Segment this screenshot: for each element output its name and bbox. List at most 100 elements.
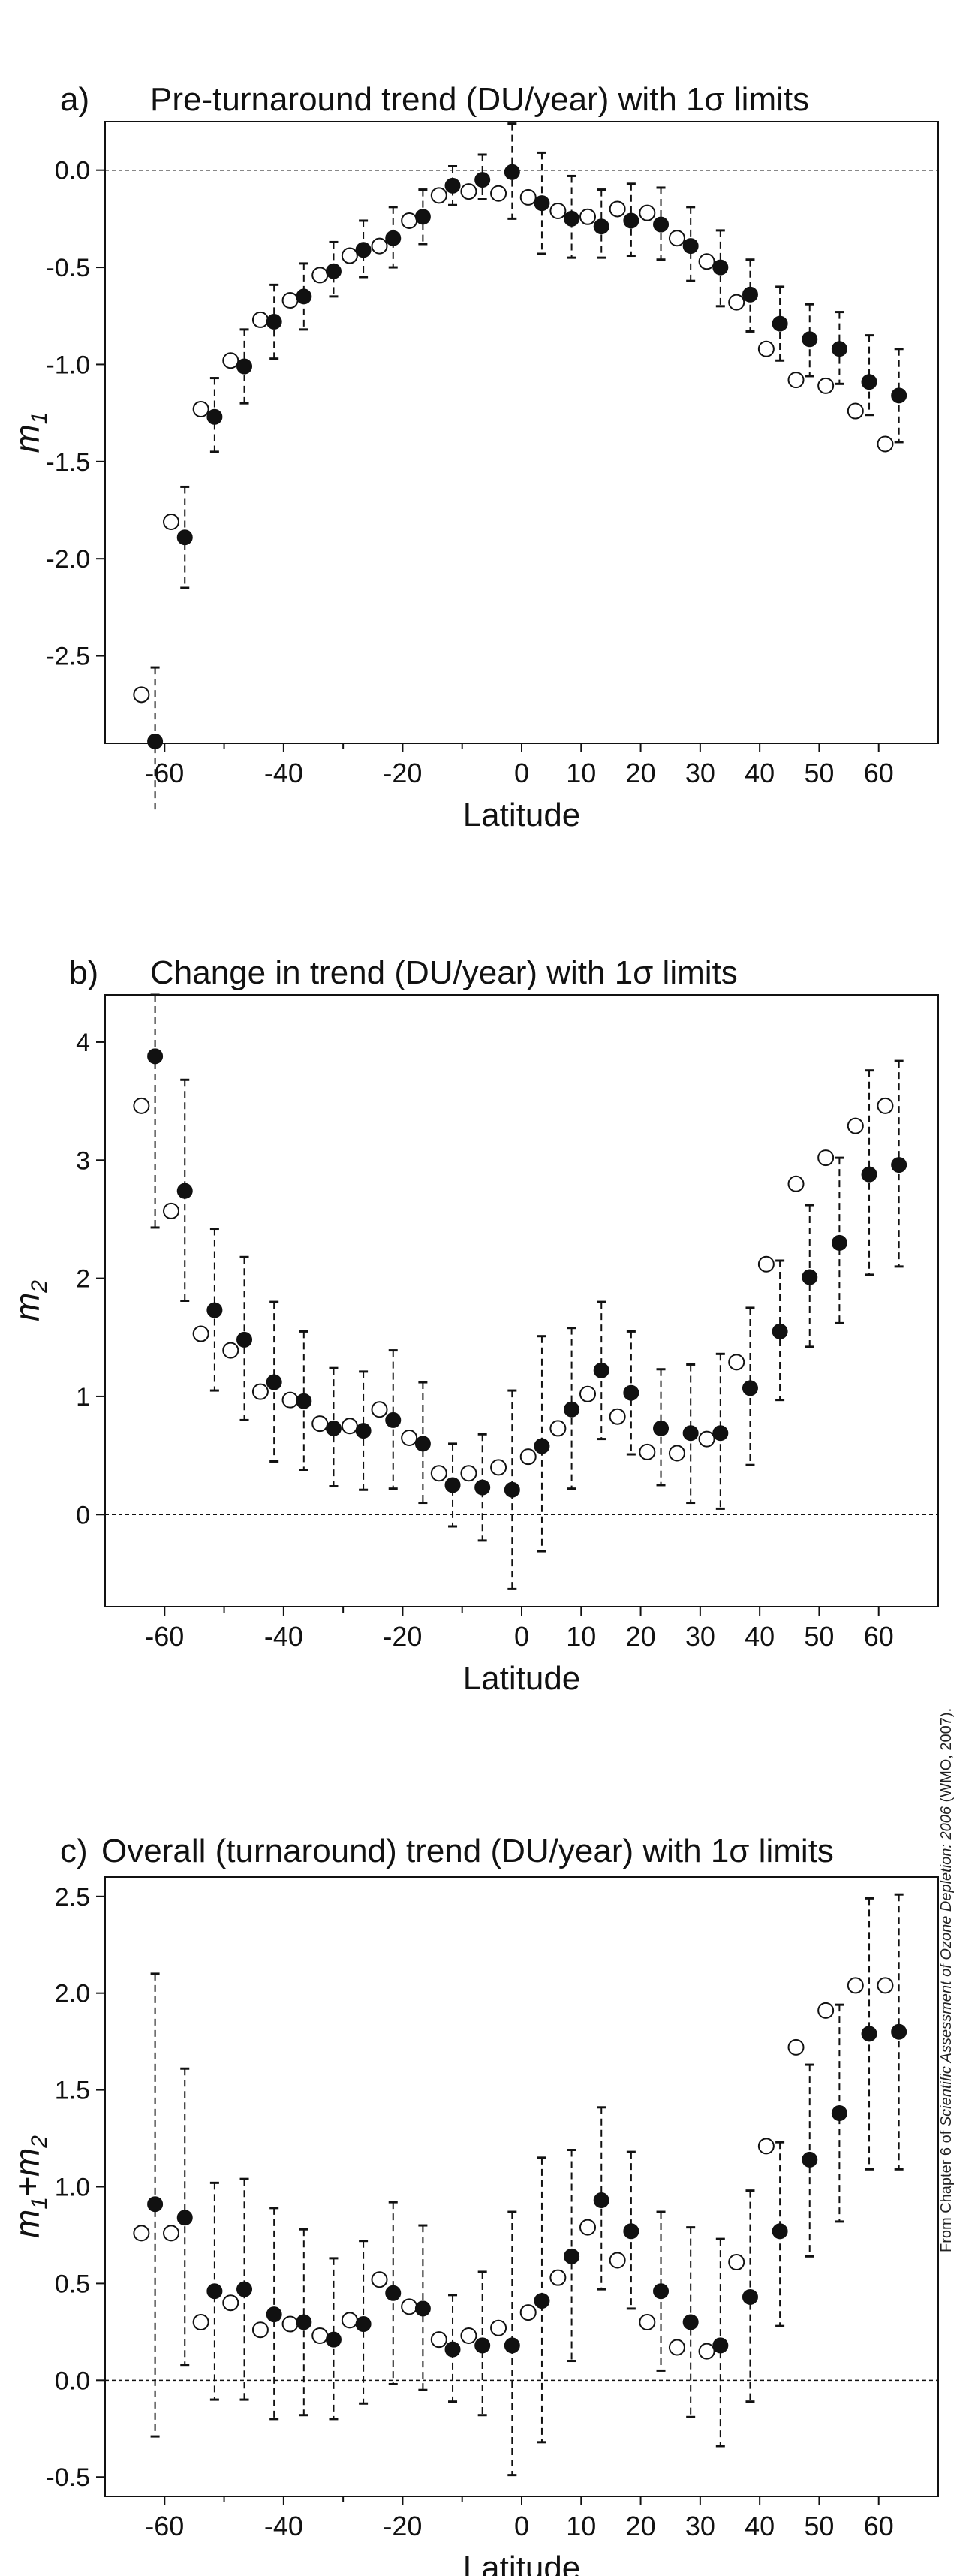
open-marker <box>222 1342 239 1359</box>
filled-marker <box>385 2285 402 2301</box>
open-marker <box>549 2269 567 2286</box>
open-marker <box>668 1445 685 1462</box>
filled-marker <box>444 2341 461 2358</box>
y-tick-label: -2.5 <box>46 643 90 671</box>
open-marker <box>281 2315 299 2333</box>
open-marker <box>133 686 150 704</box>
x-tick-label: -60 <box>145 1621 184 1652</box>
open-marker <box>757 2138 775 2155</box>
y-axis-label: m1 <box>8 411 52 453</box>
filled-marker <box>414 209 431 225</box>
filled-marker <box>772 1323 788 1339</box>
filled-marker <box>414 1436 431 1452</box>
open-marker <box>609 2252 626 2269</box>
open-marker <box>222 352 239 369</box>
y-tick-label: -0.5 <box>46 254 90 282</box>
open-marker <box>341 1418 358 1435</box>
filled-marker <box>147 2196 164 2213</box>
filled-marker <box>742 2288 758 2305</box>
open-marker <box>817 377 835 394</box>
y-tick-label: 2.0 <box>55 1980 90 2008</box>
filled-marker <box>802 1269 818 1285</box>
filled-marker <box>296 2314 312 2330</box>
filled-marker <box>236 1331 253 1348</box>
open-marker <box>698 1430 715 1448</box>
x-tick-label: 0 <box>514 758 529 788</box>
x-tick-label: 20 <box>626 2511 656 2541</box>
y-tick-label: -1.0 <box>46 351 90 379</box>
y-tick-label: 1 <box>76 1383 90 1412</box>
x-tick-label: 30 <box>685 2511 715 2541</box>
y-tick-label: 0.0 <box>55 2367 90 2395</box>
open-marker <box>698 253 715 270</box>
x-axis-label: Latitude <box>463 797 581 833</box>
open-marker <box>579 208 597 225</box>
open-marker <box>757 1255 775 1273</box>
x-axis-label: Latitude <box>463 2550 581 2576</box>
x-tick-label: 60 <box>864 1621 894 1652</box>
y-tick-label: 1.0 <box>55 2174 90 2202</box>
open-marker <box>341 247 358 264</box>
open-marker <box>371 237 388 255</box>
x-tick-label: 40 <box>745 2511 775 2541</box>
open-marker <box>430 1465 447 1482</box>
open-marker <box>579 2219 597 2236</box>
y-tick-label: 0.5 <box>55 2270 90 2298</box>
filled-marker <box>653 216 670 233</box>
open-marker <box>817 2002 835 2019</box>
filled-marker <box>236 2281 253 2297</box>
filled-marker <box>891 387 907 404</box>
open-marker <box>430 2331 447 2349</box>
filled-marker <box>147 1048 164 1065</box>
filled-marker <box>891 1157 907 1174</box>
filled-marker <box>414 2300 431 2317</box>
x-tick-label: -60 <box>145 2511 184 2541</box>
open-marker <box>728 294 745 311</box>
open-marker <box>668 2339 685 2356</box>
filled-marker <box>772 2223 788 2240</box>
filled-marker <box>325 263 342 279</box>
open-marker <box>847 402 864 420</box>
open-marker <box>877 1977 894 1994</box>
x-tick-label: -20 <box>383 2511 422 2541</box>
filled-marker <box>296 1393 312 1409</box>
filled-marker <box>147 733 164 749</box>
open-marker <box>371 1401 388 1418</box>
y-tick-label: -0.5 <box>46 2463 90 2492</box>
filled-marker <box>206 1302 223 1318</box>
filled-marker <box>861 1166 877 1183</box>
open-marker <box>490 1459 507 1476</box>
y-tick-label: 0 <box>76 1501 90 1529</box>
filled-marker <box>623 212 639 229</box>
x-tick-label: 50 <box>804 2511 834 2541</box>
open-marker <box>163 514 180 531</box>
open-marker <box>163 2225 180 2242</box>
y-tick-label: -1.5 <box>46 448 90 477</box>
filled-marker <box>593 218 609 235</box>
open-marker <box>430 187 447 204</box>
filled-marker <box>802 2151 818 2168</box>
filled-marker <box>682 1425 699 1442</box>
open-marker <box>817 1149 835 1167</box>
open-marker <box>668 230 685 247</box>
x-tick-label: 10 <box>566 2511 596 2541</box>
open-marker <box>847 1977 864 1994</box>
x-tick-label: 50 <box>804 758 834 788</box>
x-tick-label: 0 <box>514 2511 529 2541</box>
filled-marker <box>176 1183 193 1199</box>
x-tick-label: 40 <box>745 758 775 788</box>
filled-marker <box>831 1234 847 1251</box>
y-tick-label: 1.5 <box>55 2077 90 2105</box>
open-marker <box>192 400 209 417</box>
filled-marker <box>682 2314 699 2330</box>
chart-title: Pre-turnaround trend (DU/year) with 1σ l… <box>150 81 809 118</box>
filled-marker <box>444 177 461 194</box>
filled-marker <box>355 242 372 258</box>
filled-marker <box>802 331 818 348</box>
x-tick-label: 10 <box>566 1621 596 1652</box>
x-tick-label: -20 <box>383 1621 422 1652</box>
open-marker <box>757 340 775 357</box>
y-axis-label: m1+m2 <box>8 2135 52 2238</box>
x-tick-label: 60 <box>864 758 894 788</box>
open-marker <box>877 435 894 453</box>
